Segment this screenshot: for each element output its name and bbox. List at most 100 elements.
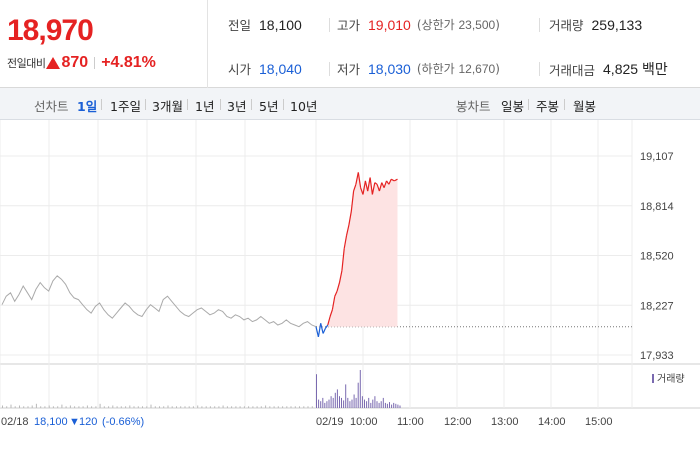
divider [101, 99, 102, 110]
volume-bar [389, 402, 390, 408]
y-axis: 19,107 18,814 18,520 18,227 17,933 [640, 151, 674, 362]
volume-bar [65, 406, 67, 408]
limit-value: 23,500 [458, 18, 496, 32]
stat-label: 고가 [337, 18, 361, 33]
candle-weekly[interactable]: 주봉 [536, 99, 560, 114]
divider [564, 99, 565, 110]
today-line-segment [341, 248, 345, 271]
change-row: 전일대비 870 +4.81% [7, 54, 156, 72]
volume-bar [197, 405, 199, 408]
x-axis: 02/18 18,100 ▼ 120 (-0.66%) 02/19 10:00 1… [1, 416, 613, 428]
volume-bar [99, 403, 101, 408]
volume-bar [303, 406, 305, 408]
today-line-segment [364, 180, 369, 192]
candle-daily[interactable]: 일봉 [501, 99, 525, 114]
volume-bar [116, 406, 118, 408]
volume-bar [349, 401, 351, 408]
volume-bar [324, 402, 326, 408]
today-line-segment [315, 326, 319, 338]
volume-bar [52, 406, 54, 408]
volume-bar [269, 406, 271, 408]
volume-bar [364, 399, 365, 408]
stat-value: 18,040 [259, 60, 302, 77]
volume-bar [372, 399, 374, 408]
volume-bar [112, 405, 114, 408]
today-line-segment [320, 323, 324, 334]
stat-label: 거래대금 [549, 62, 596, 78]
today-line-segment [324, 324, 329, 329]
volume-bar [163, 406, 165, 408]
period-1d[interactable]: 1일 [77, 99, 98, 114]
volume-bar [399, 405, 401, 408]
chart-toolbar: 선차트 1일 1주일 3개월 1년 3년 5년 10년 봉차트 일봉 주봉 월봉 [0, 88, 700, 120]
period-1w[interactable]: 1주일 [110, 99, 141, 114]
volume-bar [391, 404, 393, 408]
period-10y[interactable]: 10년 [290, 99, 318, 114]
volume-bar [351, 399, 353, 408]
volume-bar [332, 397, 334, 408]
today-line-segment [331, 296, 336, 310]
prev-day-date: 02/18 [1, 416, 29, 428]
volume-bar [69, 405, 71, 408]
volume-bar [345, 384, 347, 408]
period-1y[interactable]: 1년 [195, 99, 215, 114]
volume-legend-label: 거래량 [657, 373, 685, 385]
volume-bar [14, 406, 16, 408]
stat-low: 저가 18,030 (하한가 12,670) [337, 59, 500, 78]
volume-bar [231, 406, 233, 408]
price-chart: 19,107 18,814 18,520 18,227 17,933 02/18 18,… [0, 120, 700, 428]
today-line-segment [369, 177, 373, 195]
up-triangle-icon [46, 57, 61, 69]
volume-bar [273, 406, 275, 408]
x-tick-label: 15:00 [585, 416, 613, 428]
divider [539, 18, 540, 32]
volume-legend: 거래량 [652, 373, 685, 385]
volume-bar [370, 402, 372, 408]
divider [539, 62, 540, 76]
volume-chart [2, 370, 401, 408]
volume-bar [378, 402, 380, 408]
volume-bar [40, 406, 42, 408]
volume-bar [359, 370, 361, 408]
today-line-segment [390, 178, 395, 182]
volume-bar [326, 401, 328, 408]
volume-bar [311, 406, 313, 408]
volume-bar [27, 406, 29, 408]
divider [187, 99, 188, 110]
volume-bar [252, 406, 254, 408]
volume-bar [393, 402, 395, 408]
stat-value: 4,825 백만 [603, 61, 668, 77]
stat-upper-limit: (상한가 23,500) [416, 18, 500, 32]
volume-bar [316, 374, 317, 408]
today-line-segment [357, 172, 362, 188]
today-line-segment [394, 178, 398, 182]
volume-bar [265, 405, 267, 408]
volume-bar [10, 404, 12, 408]
today-line-segment [343, 235, 348, 249]
divider [283, 99, 284, 110]
volume-bar [137, 406, 139, 408]
stat-amount: 거래대금 4,825 백만 [549, 59, 668, 79]
volume-bar [384, 402, 386, 408]
period-5y[interactable]: 5년 [259, 99, 279, 114]
x-tick-label: 13:00 [491, 416, 519, 428]
volume-bar [129, 405, 131, 408]
volume-bar [286, 406, 288, 408]
volume-bar [368, 397, 370, 408]
volume-bar [294, 406, 296, 408]
volume-bar [235, 406, 237, 408]
volume-bar [243, 406, 245, 408]
stat-label: 저가 [337, 62, 361, 77]
chart-grid [0, 120, 700, 409]
stat-value: 18,100 [259, 16, 302, 33]
volume-legend-swatch [652, 374, 654, 383]
period-3m[interactable]: 3개월 [152, 99, 183, 114]
x-tick-label: 11:00 [397, 416, 424, 428]
period-3y[interactable]: 3년 [227, 99, 247, 114]
y-tick-label: 17,933 [640, 350, 674, 362]
today-line-segment [374, 182, 378, 185]
volume-bar [91, 406, 93, 408]
volume-bar [386, 403, 388, 408]
today-line-segment [362, 180, 366, 195]
candle-monthly[interactable]: 월봉 [573, 99, 597, 114]
